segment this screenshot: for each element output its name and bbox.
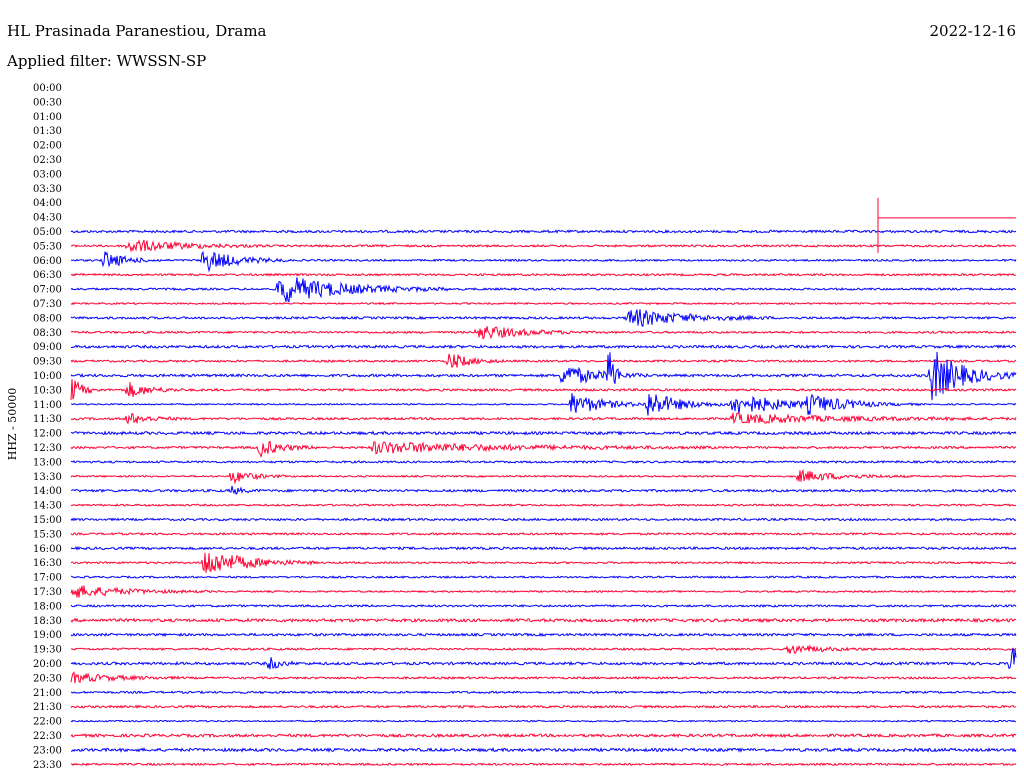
y-tick-label: 04:30 [33,213,62,224]
y-tick-label: 18:00 [33,601,62,612]
trace-line [70,762,1017,767]
trace-line [70,552,1017,573]
y-tick-label: 00:30 [33,97,62,108]
y-tick-label: 10:00 [33,371,62,382]
y-tick-label: 16:00 [33,544,62,555]
y-tick-label: 17:00 [33,573,62,584]
trace-line [70,277,1017,303]
y-tick-label: 15:00 [33,515,62,526]
y-tick-label: 20:30 [33,673,62,684]
trace-line [70,632,1017,638]
y-tick-label: 04:00 [33,198,62,209]
y-tick-label: 16:30 [33,558,62,569]
y-tick-label: 22:00 [33,717,62,728]
y-tick-label: 11:00 [33,400,62,411]
trace-line [70,326,1017,340]
trace-line [70,485,1017,495]
y-tick-label: 08:00 [33,313,62,324]
y-tick-label: 12:30 [33,443,62,454]
y-tick-label: 01:00 [33,112,62,123]
y-tick-label: 02:30 [33,155,62,166]
trace-line [70,690,1017,695]
y-tick-label: 21:00 [33,688,62,699]
filter-label: Applied filter: WWSSN-SP [7,52,207,70]
trace-line [70,585,1017,598]
trace-line [70,393,1017,416]
y-tick-label: 01:30 [33,126,62,137]
y-tick-label: 13:30 [33,472,62,483]
y-tick-label: 08:30 [33,328,62,339]
y-tick-label: 13:00 [33,457,62,468]
y-tick-label: 00:00 [33,83,62,94]
trace-line [70,531,1017,536]
y-axis-label: HHZ - 50000 [6,388,19,461]
trace-group [70,197,1017,767]
y-tick-label: 14:00 [33,486,62,497]
y-tick-label: 23:30 [33,760,62,771]
y-tick-label: 22:30 [33,731,62,742]
trace-line [70,575,1017,579]
trace-step-marker [877,197,1016,253]
trace-line [70,503,1016,507]
y-tick-label: 19:00 [33,630,62,641]
y-tick-label: 15:30 [33,529,62,540]
y-tick-label: 06:00 [33,256,62,267]
y-tick-label: 12:00 [33,429,62,440]
trace-line [71,344,1017,350]
trace-line [70,351,1017,401]
y-tick-label: 03:30 [33,184,62,195]
trace-line [70,301,1017,306]
trace-line [70,719,1017,723]
trace-line [70,517,1017,522]
trace-line [70,732,1017,739]
y-tick-label: 20:00 [33,659,62,670]
trace-line [70,704,1017,710]
y-tick-label: 10:30 [33,385,62,396]
y-tick-label: 11:30 [33,414,62,425]
trace-line [70,617,1017,624]
y-tick-label: 18:30 [33,616,62,627]
trace-line [70,379,1017,401]
date-label: 2022-12-16 [929,22,1016,40]
y-tick-label: 17:30 [33,587,62,598]
y-tick-label: 21:30 [33,702,62,713]
y-tick-label: 23:00 [33,745,62,756]
trace-line [70,412,1017,425]
y-tick-label: 09:30 [33,357,62,368]
station-title: HL Prasinada Paranestiou, Drama [7,22,267,40]
trace-line [70,644,1017,655]
trace-line [70,459,1017,464]
y-tick-label: 05:00 [33,227,62,238]
y-tick-label: 06:30 [33,270,62,281]
trace-line [70,671,1017,684]
y-tick-label: 03:00 [33,169,62,180]
trace-line [70,353,1017,369]
trace-line [70,250,1017,273]
y-tick-label: 09:00 [33,342,62,353]
trace-line [70,468,1017,485]
y-tick-labels: 00:00 00:30 01:00 01:30 02:00 02:30 03:00 03:30… [33,83,62,771]
trace-line [70,603,1017,608]
y-tick-label: 07:30 [33,299,62,310]
trace-line [70,229,1017,234]
trace-line [70,545,1017,551]
trace-line [70,239,1017,253]
trace-line [70,272,1017,277]
trace-line [70,430,1017,436]
trace-line [70,440,1017,459]
y-tick-label: 14:30 [33,501,62,512]
y-tick-label: 07:00 [33,285,62,296]
y-tick-label: 19:30 [33,645,62,656]
trace-line [70,648,1017,670]
trace-line [70,309,1017,327]
y-tick-label: 05:30 [33,241,62,252]
y-tick-label: 02:00 [33,141,62,152]
trace-line [70,747,1017,753]
